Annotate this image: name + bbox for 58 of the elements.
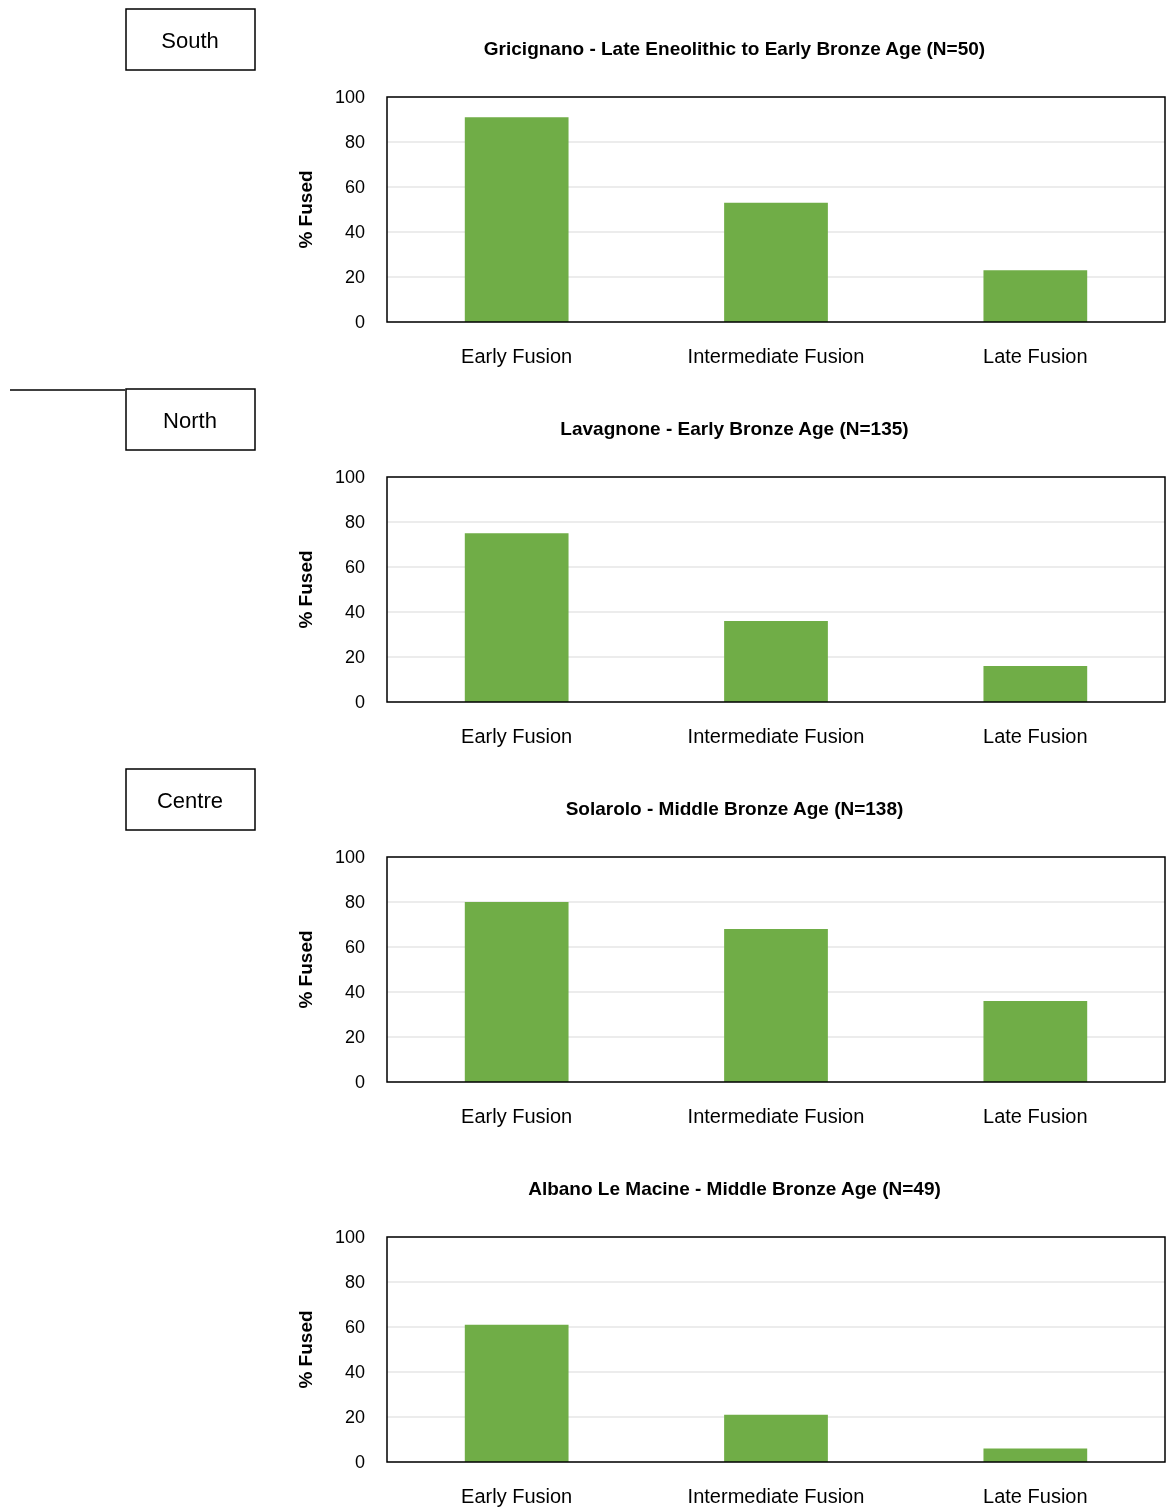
- bar: [464, 117, 569, 322]
- y-tick-label: 0: [354, 312, 365, 332]
- y-tick-label: 60: [344, 177, 365, 197]
- y-tick-label: 100: [334, 1227, 365, 1247]
- chart-title: Solarolo - Middle Bronze Age (N=138): [565, 797, 904, 819]
- y-axis-title: % Fused: [294, 550, 316, 629]
- bar: [464, 902, 569, 1082]
- bar: [724, 1414, 828, 1462]
- y-tick-label: 20: [344, 1027, 365, 1047]
- bar: [464, 533, 569, 702]
- text: North: [163, 407, 217, 433]
- y-tick-label: 100: [334, 467, 365, 487]
- y-tick-label: 60: [344, 1317, 365, 1337]
- x-tick-label: Intermediate Fusion: [687, 1105, 865, 1127]
- y-tick-label: 60: [344, 557, 365, 577]
- x-tick-label: Intermediate Fusion: [687, 345, 865, 367]
- bar: [983, 270, 1088, 322]
- y-tick-label: 80: [344, 512, 365, 532]
- bar: [983, 1001, 1088, 1082]
- y-axis-title: % Fused: [294, 930, 316, 1009]
- y-tick-label: 0: [354, 1452, 365, 1472]
- chart-title: Gricignano - Late Eneolithic to Early Bronze Age (N=50): [483, 37, 986, 59]
- x-tick-label: Early Fusion: [461, 345, 573, 367]
- x-tick-label: Intermediate Fusion: [687, 725, 865, 747]
- text: Centre: [156, 787, 224, 813]
- y-tick-label: 20: [344, 647, 365, 667]
- y-tick-label: 80: [344, 132, 365, 152]
- x-tick-label: Early Fusion: [461, 725, 573, 747]
- bar: [983, 666, 1088, 702]
- y-axis-title: % Fused: [294, 170, 316, 249]
- y-tick-label: 80: [344, 1272, 365, 1292]
- chart-title: Albano Le Macine - Middle Bronze Age (N=49): [528, 1177, 941, 1199]
- x-tick-label: Late Fusion: [983, 1105, 1088, 1127]
- y-tick-label: 40: [344, 982, 365, 1002]
- bar: [724, 929, 828, 1082]
- x-tick-label: Early Fusion: [461, 1485, 573, 1507]
- y-tick-label: 0: [354, 1072, 365, 1092]
- bar: [464, 1324, 569, 1462]
- y-tick-label: 100: [334, 847, 365, 867]
- text: South: [161, 27, 219, 53]
- y-tick-label: 40: [344, 602, 365, 622]
- y-tick-label: 60: [344, 937, 365, 957]
- x-tick-label: Late Fusion: [983, 1485, 1088, 1507]
- y-tick-label: 20: [344, 267, 365, 287]
- x-tick-label: Early Fusion: [461, 1105, 573, 1127]
- chart-title: Lavagnone - Early Bronze Age (N=135): [560, 417, 909, 439]
- y-tick-label: 80: [344, 892, 365, 912]
- y-tick-label: 100: [334, 87, 365, 107]
- bar: [724, 202, 828, 322]
- y-tick-label: 0: [354, 692, 365, 712]
- y-axis-title: % Fused: [294, 1310, 316, 1389]
- bar: [724, 621, 828, 702]
- y-tick-label: 40: [344, 1362, 365, 1382]
- y-tick-label: 20: [344, 1407, 365, 1427]
- y-tick-label: 40: [344, 222, 365, 242]
- x-tick-label: Late Fusion: [983, 725, 1088, 747]
- x-tick-label: Late Fusion: [983, 345, 1088, 367]
- x-tick-label: Intermediate Fusion: [687, 1485, 865, 1507]
